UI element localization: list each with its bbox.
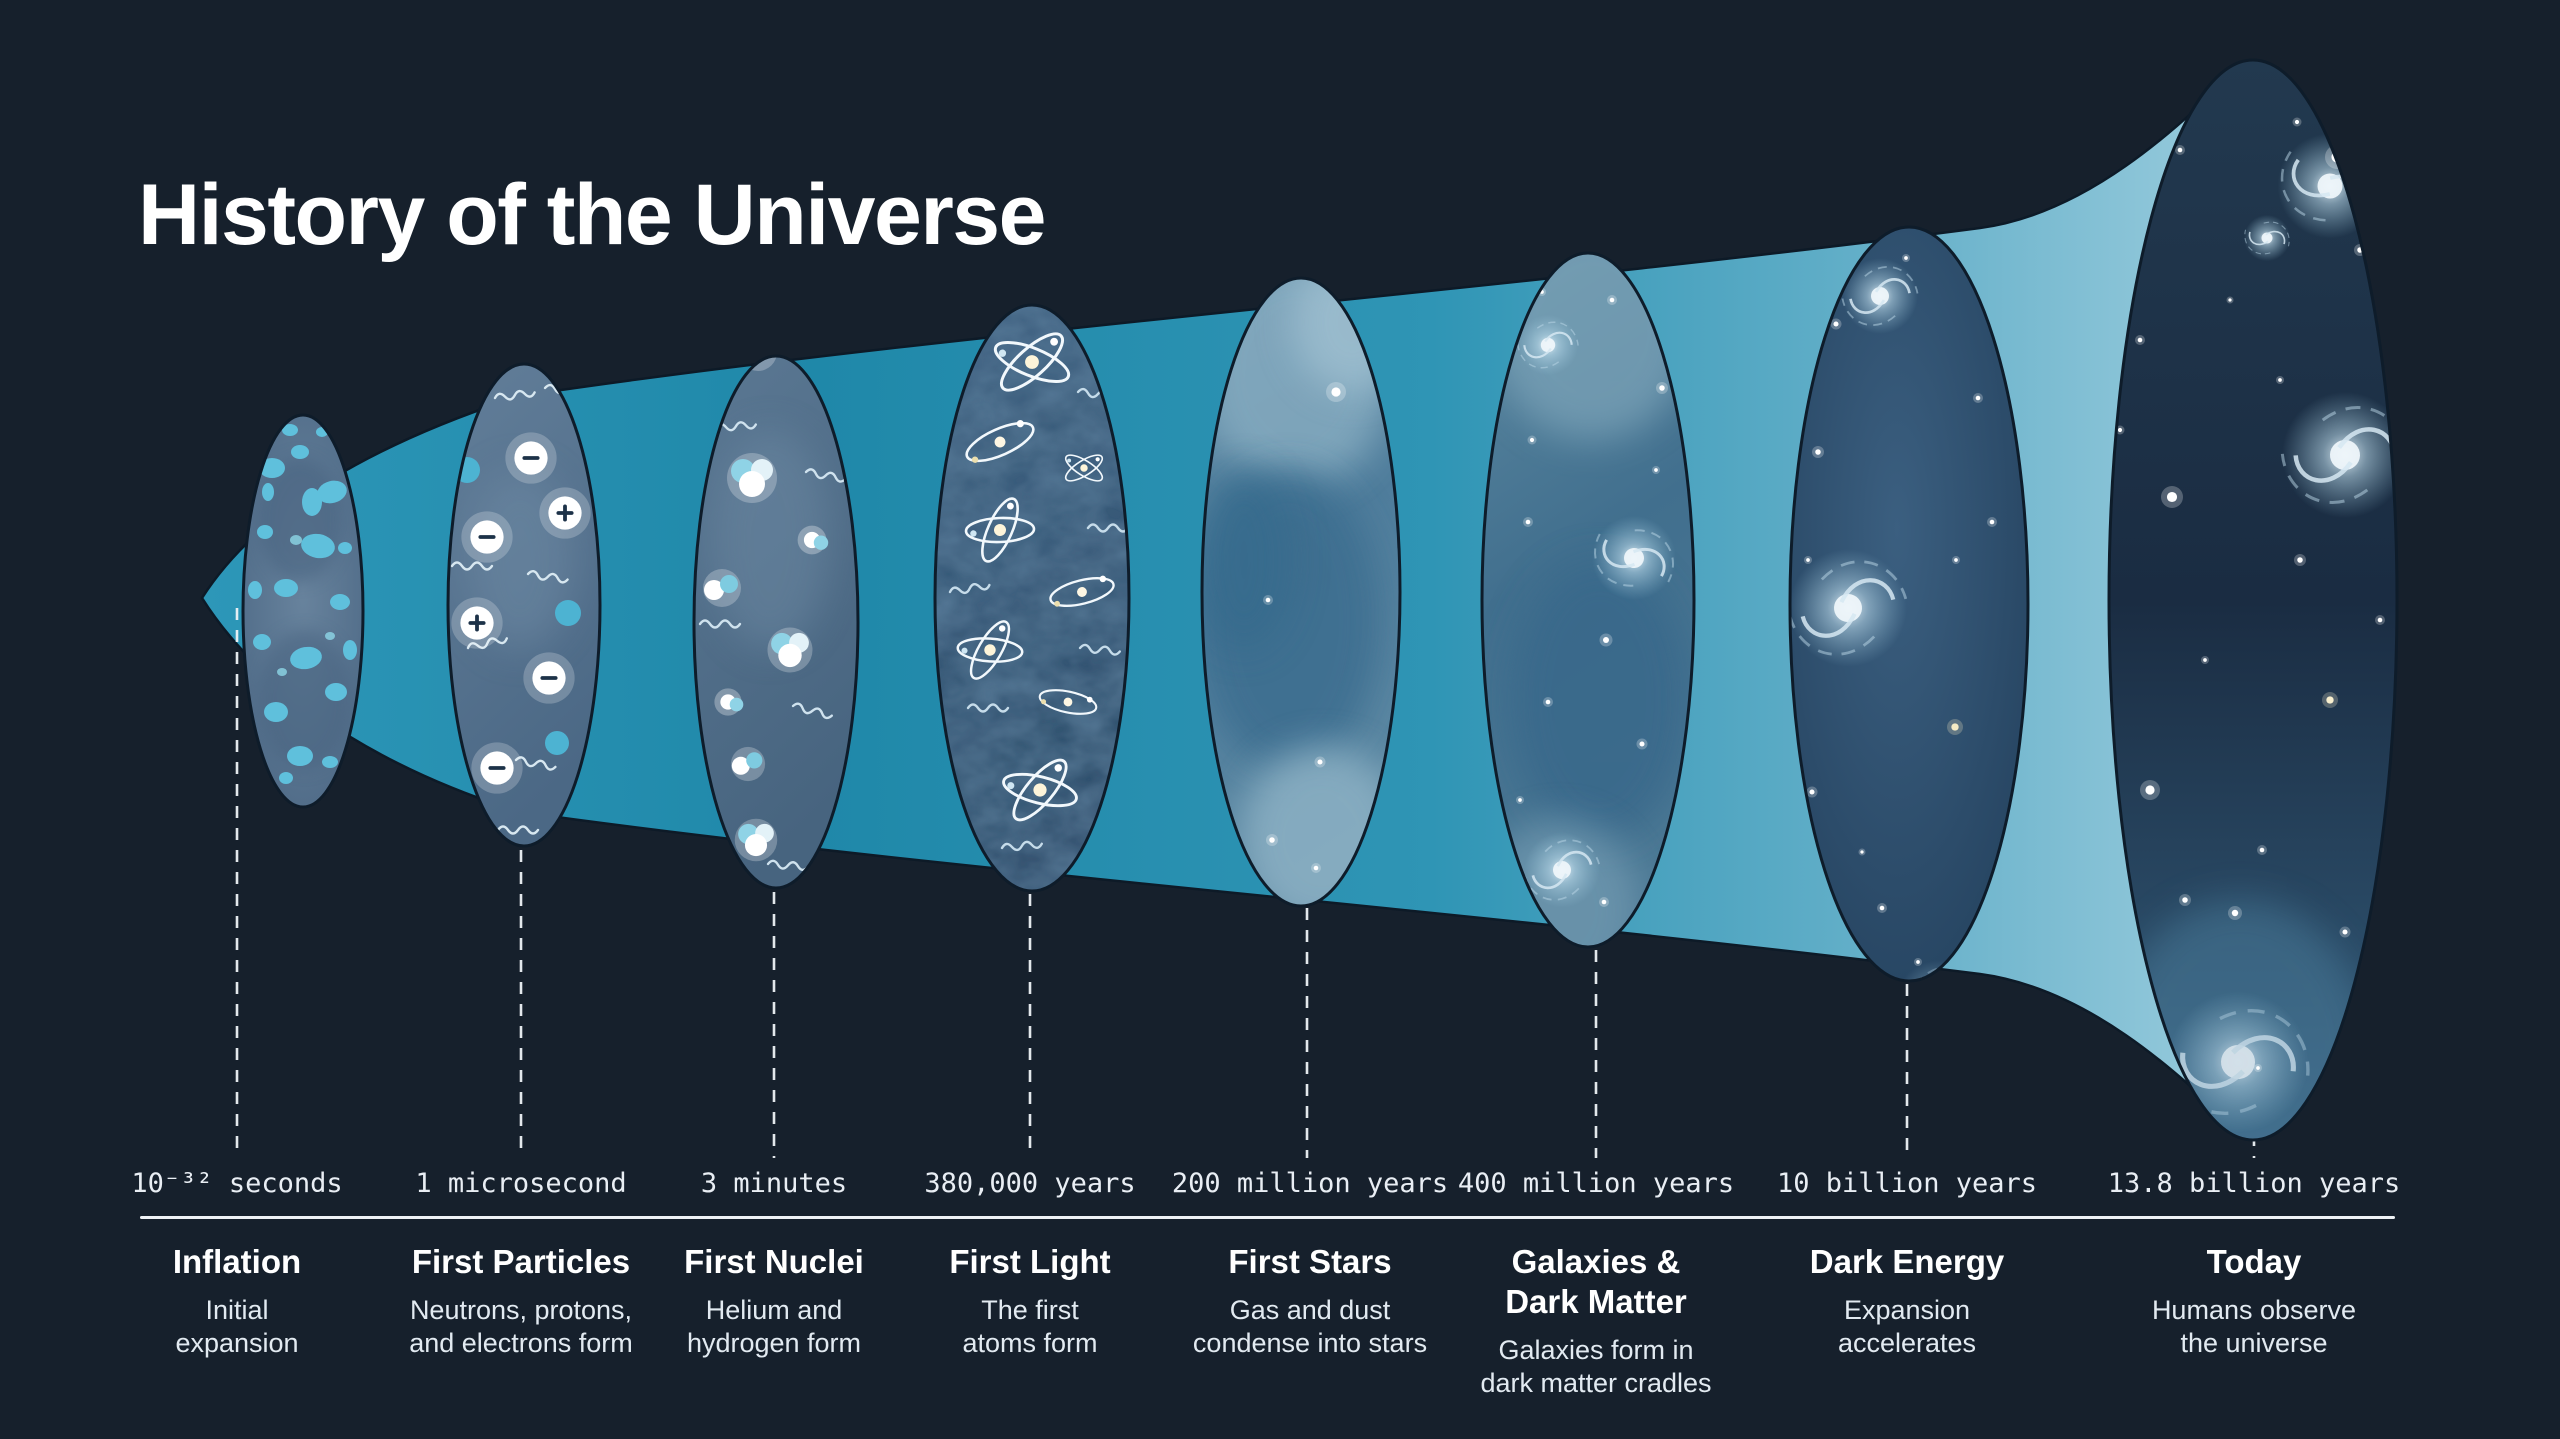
nuclei-icons: [698, 356, 848, 872]
stage-description: Neutrons, protons, and electrons form: [409, 1295, 633, 1358]
timeline-label-galaxies: 400 million years: [1457, 1168, 1735, 1199]
timeline-label-first-stars: 200 million years: [1171, 1168, 1449, 1199]
page-title: History of the Universe: [138, 166, 1046, 263]
slice-first-nuclei: [692, 354, 860, 890]
timeline-label-first-particles: 1 microsecond: [415, 1168, 627, 1199]
stage-label-first-particles: First Particles Neutrons, protons, and el…: [391, 1242, 651, 1360]
stage-description: Helium and hydrogen form: [686, 1295, 862, 1358]
stage-name: First Particles: [411, 1243, 631, 1280]
stage-name: Dark Energy: [1809, 1243, 2005, 1280]
quantum-fluctuation-blobs-icon: [248, 424, 357, 784]
timeline-dashed-lines: [235, 608, 2256, 1158]
stage-label-inflation: Inflation Initial expansion: [107, 1242, 367, 1360]
timeline-label-inflation: 10⁻³² seconds: [131, 1168, 343, 1199]
stage-label-first-light: First Light The first atoms form: [900, 1242, 1160, 1360]
stage-label-dark-energy: Dark Energy Expansion accelerates: [1777, 1242, 2037, 1360]
timeline-divider: [140, 1216, 2395, 1219]
stage-description: Expansion accelerates: [1837, 1295, 1977, 1358]
slice-inflation: [241, 413, 365, 809]
stage-label-first-nuclei: First Nuclei Helium and hydrogen form: [644, 1242, 904, 1360]
particle-icons: [450, 383, 591, 835]
stage-label-first-stars: First Stars Gas and dust condense into st…: [1180, 1242, 1440, 1360]
slice-today: [2107, 58, 2399, 1142]
timeline-label-first-nuclei: 3 minutes: [700, 1168, 848, 1199]
slice-first-light: [933, 303, 1131, 893]
observable-universe-galaxies: [2110, 116, 2397, 1140]
stage-name: Galaxies & Dark Matter: [1505, 1243, 1687, 1320]
stage-name: First Stars: [1228, 1243, 1392, 1280]
stage-label-galaxies-dark-matter: Galaxies & Dark Matter Galaxies form in da…: [1466, 1242, 1726, 1400]
stage-description: Gas and dust condense into stars: [1192, 1295, 1428, 1358]
stage-name: Inflation: [172, 1243, 302, 1280]
timeline-label-first-light: 380,000 years: [924, 1168, 1136, 1199]
slice-dark-energy: [1788, 225, 2030, 983]
slice-first-particles: [446, 362, 602, 848]
timeline-label-today: 13.8 billion years: [2107, 1168, 2401, 1199]
stage-description: Initial expansion: [175, 1295, 299, 1358]
stage-name: First Nuclei: [684, 1243, 864, 1280]
stage-description: Humans observe the universe: [2151, 1295, 2357, 1358]
stage-name: First Light: [949, 1243, 1111, 1280]
stage-name: Today: [2206, 1243, 2302, 1280]
stage-description: The first atoms form: [962, 1295, 1098, 1358]
stage-label-today: Today Humans observe the universe: [2124, 1242, 2384, 1360]
timeline-label-dark-energy: 10 billion years: [1776, 1168, 2038, 1199]
stage-description: Galaxies form in dark matter cradles: [1480, 1335, 1712, 1398]
